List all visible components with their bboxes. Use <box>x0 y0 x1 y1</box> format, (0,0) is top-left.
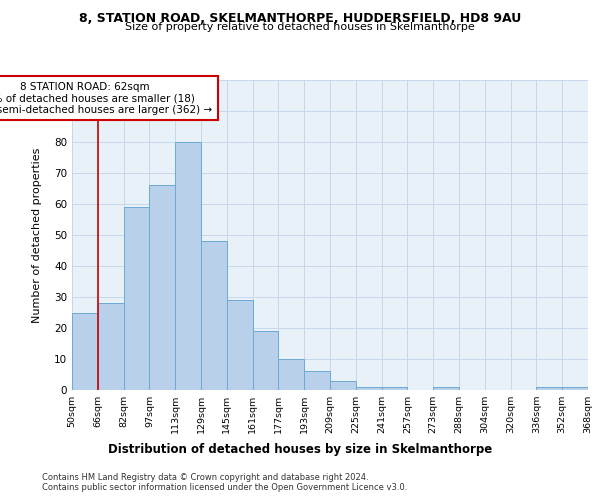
Bar <box>433 387 459 390</box>
Bar <box>330 380 356 390</box>
Bar <box>382 387 407 390</box>
Text: Contains public sector information licensed under the Open Government Licence v3: Contains public sector information licen… <box>42 482 407 492</box>
Bar <box>124 207 149 390</box>
Bar <box>536 387 562 390</box>
Text: 8, STATION ROAD, SKELMANTHORPE, HUDDERSFIELD, HD8 9AU: 8, STATION ROAD, SKELMANTHORPE, HUDDERSF… <box>79 12 521 26</box>
Bar <box>356 387 382 390</box>
Bar <box>98 303 124 390</box>
Bar <box>149 186 175 390</box>
Bar <box>253 331 278 390</box>
Bar <box>562 387 588 390</box>
Bar <box>304 372 330 390</box>
Text: Size of property relative to detached houses in Skelmanthorpe: Size of property relative to detached ho… <box>125 22 475 32</box>
Text: Contains HM Land Registry data © Crown copyright and database right 2024.: Contains HM Land Registry data © Crown c… <box>42 472 368 482</box>
Bar <box>201 241 227 390</box>
Bar <box>227 300 253 390</box>
Bar <box>278 359 304 390</box>
Text: Distribution of detached houses by size in Skelmanthorpe: Distribution of detached houses by size … <box>108 442 492 456</box>
Text: 8 STATION ROAD: 62sqm
← 5% of detached houses are smaller (18)
95% of semi-detac: 8 STATION ROAD: 62sqm ← 5% of detached h… <box>0 82 212 115</box>
Bar <box>175 142 201 390</box>
Y-axis label: Number of detached properties: Number of detached properties <box>32 148 42 322</box>
Bar <box>72 312 98 390</box>
